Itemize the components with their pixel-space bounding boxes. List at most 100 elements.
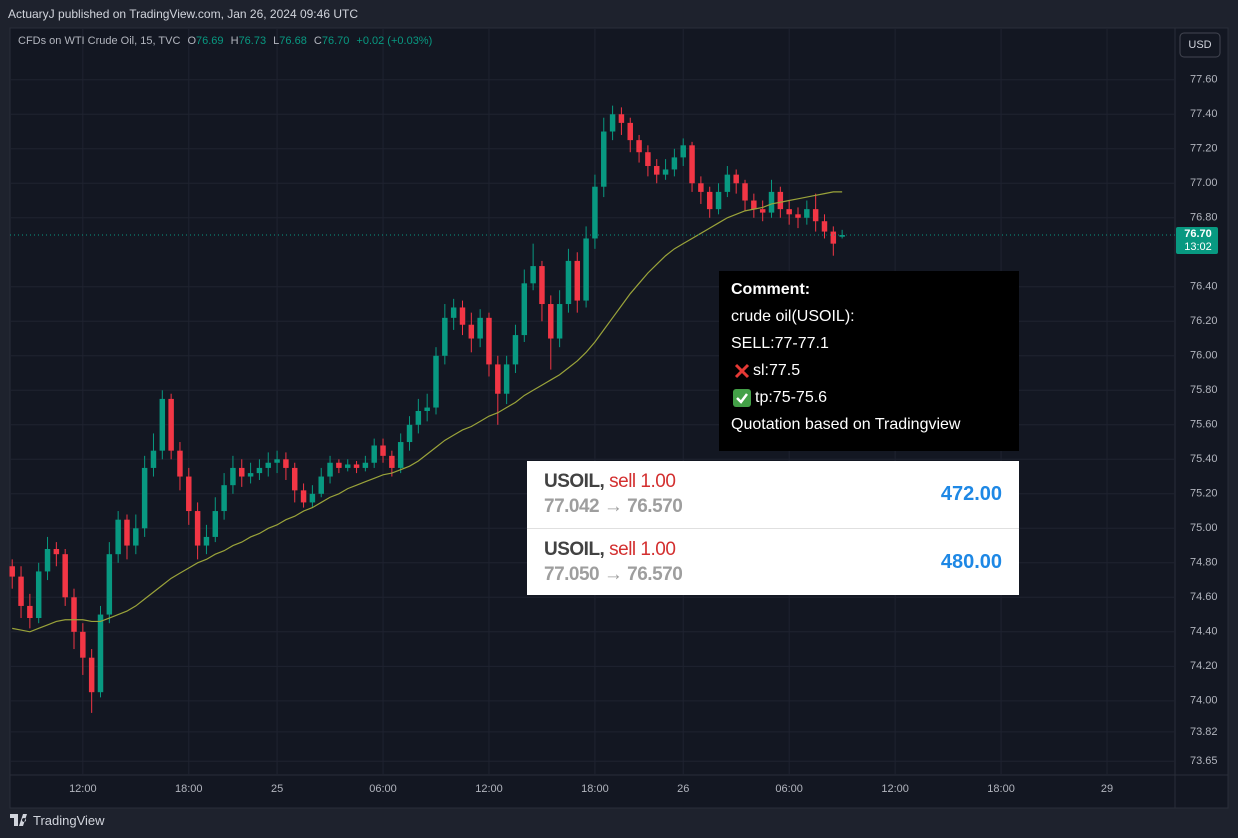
trade-title: USOIL, sell 1.00 bbox=[544, 539, 676, 561]
candle-body bbox=[256, 467, 263, 474]
candle-body bbox=[186, 476, 192, 512]
candle-body bbox=[539, 266, 545, 305]
y-tick-label: 76.00 bbox=[1190, 350, 1218, 362]
candle-body bbox=[601, 131, 607, 187]
legend: CFDs on WTI Crude Oil, 15, TVC O76.69 H7… bbox=[18, 35, 432, 47]
y-tick-label: 74.20 bbox=[1190, 660, 1218, 672]
candle-body bbox=[53, 549, 60, 555]
candle-body bbox=[106, 554, 113, 615]
ohlc-value: 76.70 bbox=[321, 35, 350, 47]
candle-body bbox=[468, 324, 475, 339]
candle-body bbox=[221, 485, 227, 512]
candle-body bbox=[759, 209, 766, 213]
candle-body bbox=[194, 511, 201, 546]
candle-body bbox=[627, 122, 633, 141]
candle-body bbox=[609, 114, 616, 132]
candle-body bbox=[671, 157, 678, 170]
x-tick-label: 26 bbox=[677, 783, 689, 795]
brand-logo bbox=[10, 814, 27, 826]
currency: USD bbox=[1188, 39, 1211, 51]
candle-body bbox=[309, 493, 316, 503]
candle-body bbox=[318, 476, 324, 494]
candle-body bbox=[689, 145, 695, 184]
candle-body bbox=[592, 186, 598, 239]
candle-body bbox=[265, 462, 271, 468]
y-tick-label: 75.00 bbox=[1190, 522, 1218, 534]
candle-body bbox=[653, 166, 660, 175]
candle-body bbox=[839, 235, 845, 237]
x-tick-label: 12:00 bbox=[69, 783, 97, 795]
candle-body bbox=[389, 455, 395, 468]
y-tick-label: 77.40 bbox=[1190, 108, 1218, 120]
candle-body bbox=[397, 442, 404, 468]
x-tick-label: 18:00 bbox=[175, 783, 203, 795]
candle-body bbox=[645, 152, 651, 167]
y-tick-label: 77.00 bbox=[1190, 177, 1218, 189]
comment-line: crude oil(USOIL): bbox=[731, 308, 855, 325]
candle-body bbox=[636, 140, 642, 153]
candle-body bbox=[247, 473, 254, 477]
candle-body bbox=[706, 191, 713, 210]
candle-body bbox=[830, 231, 837, 244]
candle-body bbox=[556, 304, 563, 339]
change: +0.02 (+0.03%) bbox=[356, 35, 433, 47]
x-tick-label: 29 bbox=[1101, 783, 1113, 795]
ohlc-key: H bbox=[230, 35, 239, 47]
candle-body bbox=[97, 614, 104, 693]
x-tick-label: 06:00 bbox=[775, 783, 803, 795]
candle-body bbox=[239, 467, 245, 477]
y-tick-label: 73.65 bbox=[1190, 755, 1218, 767]
check-icon bbox=[733, 389, 751, 407]
candle-body bbox=[662, 169, 669, 175]
candle-body bbox=[133, 528, 139, 546]
trade-side: sell 1.00 bbox=[609, 471, 676, 492]
y-tick-label: 77.60 bbox=[1190, 74, 1218, 86]
candle-body bbox=[450, 307, 457, 318]
y-tick-label: 75.20 bbox=[1190, 488, 1218, 500]
currency-button[interactable] bbox=[1179, 32, 1221, 58]
candle-body bbox=[124, 519, 130, 546]
candle-body bbox=[327, 462, 333, 477]
y-tick-label: 74.60 bbox=[1190, 591, 1218, 603]
trade-symbol: USOIL, bbox=[544, 471, 605, 492]
chart-frame bbox=[9, 27, 1229, 809]
candle-body bbox=[150, 450, 157, 468]
y-tick-label: 74.80 bbox=[1190, 557, 1218, 569]
ohlc-value: 76.68 bbox=[279, 35, 307, 47]
last-price-tag bbox=[1176, 227, 1218, 255]
marks bbox=[9, 105, 1175, 713]
x-tick-label: 18:00 bbox=[581, 783, 609, 795]
candle-body bbox=[503, 364, 510, 394]
candle-body bbox=[177, 450, 183, 477]
trade-profit: 472.00 bbox=[940, 483, 1002, 505]
candle-body bbox=[62, 554, 68, 598]
ohlc-value: 76.73 bbox=[238, 35, 267, 47]
candle-body bbox=[618, 114, 625, 123]
candle-body bbox=[777, 191, 784, 210]
candle-body bbox=[415, 410, 422, 425]
candle-body bbox=[159, 398, 166, 451]
candle-body bbox=[292, 467, 298, 491]
last-price-label: 76.70 bbox=[1184, 228, 1212, 240]
candle-body bbox=[812, 209, 819, 222]
trade-divider bbox=[527, 528, 1019, 529]
candle-body bbox=[212, 511, 219, 537]
candle-body bbox=[530, 266, 536, 284]
candle-body bbox=[751, 200, 757, 210]
y-tick-label: 76.80 bbox=[1190, 212, 1218, 224]
ohlc-key: O bbox=[187, 35, 197, 47]
candle-body bbox=[459, 307, 466, 325]
candle-body bbox=[477, 317, 483, 339]
comment-line: SELL:77-77.1 bbox=[731, 335, 829, 352]
candle-body bbox=[574, 260, 581, 301]
y-tick-label: 75.60 bbox=[1190, 419, 1218, 431]
candle-body bbox=[424, 407, 430, 411]
candle-body bbox=[804, 209, 810, 218]
ohlc-key: C bbox=[313, 35, 322, 47]
candle-body bbox=[344, 464, 351, 468]
candle-body bbox=[680, 145, 686, 158]
candle-body bbox=[371, 445, 377, 463]
y-tick-label: 75.40 bbox=[1190, 453, 1218, 465]
moving-average bbox=[12, 191, 843, 633]
